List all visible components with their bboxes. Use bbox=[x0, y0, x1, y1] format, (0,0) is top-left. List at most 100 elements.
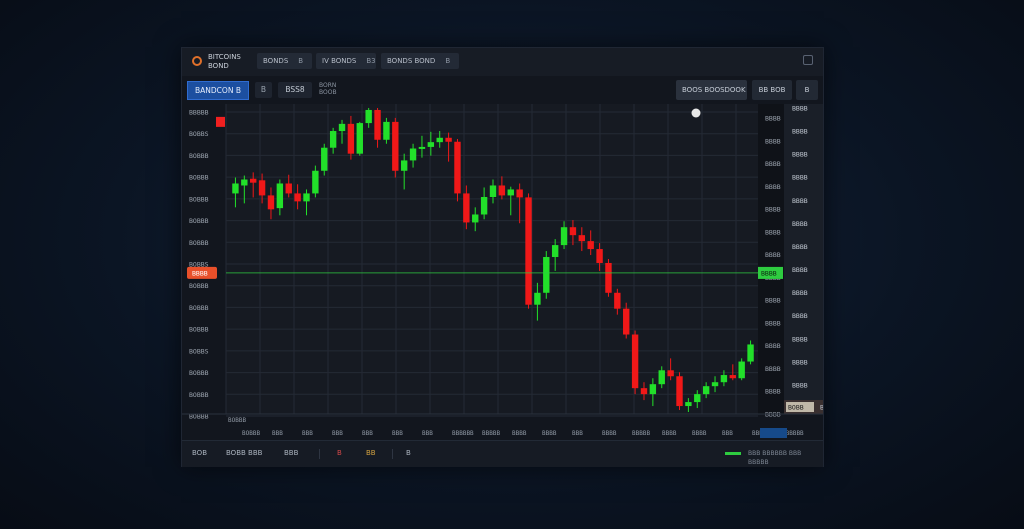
topbar-button-3-label: BONDS BOND bbox=[387, 57, 436, 65]
candle-down bbox=[374, 109, 381, 140]
app-logo-icon bbox=[192, 56, 202, 66]
topbar-button-3[interactable]: BONDS BOND B bbox=[381, 53, 459, 69]
x-tick-label: BBB bbox=[722, 430, 733, 437]
candle-down bbox=[454, 141, 461, 194]
candle-up bbox=[711, 382, 719, 387]
x-tick-label: BBB bbox=[332, 430, 343, 437]
crosshair-dot bbox=[691, 108, 701, 118]
app-title: BITCOINS BOND bbox=[208, 53, 241, 71]
x-axis-start-label: BOBBB bbox=[228, 417, 246, 424]
candle-up bbox=[658, 370, 665, 385]
y-tick-label-right-outer: BBBB bbox=[792, 335, 808, 343]
candle-up bbox=[649, 384, 657, 395]
y-tick-label-right-inner: BBBB bbox=[765, 228, 781, 236]
status-alert-icon[interactable]: B bbox=[337, 449, 342, 457]
window-maximize-icon[interactable] bbox=[803, 55, 813, 65]
candle-up bbox=[702, 386, 710, 395]
x-axis-current-time-tag bbox=[760, 428, 787, 438]
status-settings-icon[interactable]: B bbox=[406, 449, 411, 457]
y-tick-label-right-inner: BBBB bbox=[765, 115, 781, 123]
x-tick-label: BBBBB bbox=[482, 430, 500, 437]
topbar-button-3-sub: B bbox=[445, 57, 451, 65]
candle-up bbox=[338, 123, 346, 132]
y-tick-label-right-inner: BBBB bbox=[765, 251, 781, 259]
search-input[interactable]: BOOS BOOSDOOK bbox=[676, 80, 747, 100]
title-bar: BITCOINS BOND BONDS B IV BONDS B3 BONDS BO… bbox=[182, 48, 823, 76]
volume-label-2: BOOB bbox=[319, 89, 337, 96]
y-tick-label-right-inner: BBBB bbox=[765, 297, 781, 305]
candle-up bbox=[329, 131, 337, 148]
symbol-selector[interactable]: BANDCON B bbox=[187, 81, 249, 100]
x-tick-label: BBBB bbox=[692, 430, 707, 437]
price-box-label: BSS8 bbox=[285, 85, 305, 94]
y-tick-label-left: BOBBB bbox=[189, 217, 209, 225]
right-toolbar-button-1[interactable]: BB BOB bbox=[752, 80, 792, 100]
y-tick-label-left: BOBBS bbox=[189, 261, 209, 269]
candle-up bbox=[321, 147, 328, 171]
candle-up bbox=[738, 361, 745, 379]
x-tick-label: BBBB bbox=[662, 430, 677, 437]
topbar-button-2[interactable]: IV BONDS B3 bbox=[316, 53, 376, 69]
candle-up bbox=[383, 121, 390, 140]
topbar-button-2-label: IV BONDS bbox=[322, 57, 357, 65]
volume-label: BORN BOOB bbox=[319, 82, 337, 96]
y-tick-label-left: BOBBB bbox=[189, 152, 209, 160]
symbol-label: BANDCON bbox=[195, 86, 234, 95]
y-tick-label-right-inner: BBBB bbox=[765, 365, 781, 373]
y-tick-label-right-outer: BBBB bbox=[792, 128, 808, 136]
current-price-tag-left bbox=[187, 266, 217, 279]
candle-up bbox=[276, 183, 284, 209]
candle-up bbox=[400, 160, 408, 171]
candle-up bbox=[694, 394, 701, 403]
last-price-tag-inner bbox=[786, 402, 814, 412]
right-outer-axis bbox=[784, 104, 823, 414]
interval-button[interactable]: B bbox=[255, 82, 272, 98]
y-tick-label-right-outer: BBBB bbox=[792, 312, 808, 320]
right-inner-axis bbox=[758, 104, 784, 414]
status-warning-icon[interactable]: BB bbox=[366, 449, 376, 457]
current-price-label-left: BBBB bbox=[192, 269, 208, 277]
right-toolbar-button-1-b: BOB bbox=[770, 86, 786, 94]
candle-down bbox=[605, 262, 612, 293]
candle-down bbox=[623, 308, 630, 335]
y-tick-label-left: BOBBB bbox=[189, 369, 209, 377]
y-tick-label-right-inner: BBBB bbox=[765, 342, 781, 350]
candle-up bbox=[409, 148, 417, 161]
candle-up bbox=[303, 193, 310, 202]
candlestick-chart[interactable]: BBBBBBOBBSBOBBBBOBBBBOBBBBOBBBBOBBBBOBBS… bbox=[182, 48, 823, 440]
x-tick-label: BBBB bbox=[512, 430, 527, 437]
topbar-button-1[interactable]: BONDS B bbox=[257, 53, 312, 69]
y-tick-label-right-outer: BBBB bbox=[792, 174, 808, 182]
app-title-line-2: BOND bbox=[208, 62, 229, 70]
candle-down bbox=[498, 185, 506, 196]
y-tick-label-left: BOBBS bbox=[189, 347, 209, 355]
y-tick-label-right-outer: BBBB bbox=[792, 197, 808, 205]
candle-down bbox=[463, 193, 470, 223]
topbar-button-2-sub: B3 bbox=[366, 57, 376, 65]
candle-down bbox=[347, 123, 355, 154]
candle-up bbox=[472, 214, 479, 223]
price-box[interactable]: BSS8 bbox=[278, 82, 312, 98]
x-tick-label: BBB bbox=[272, 430, 283, 437]
right-toolbar-button-2[interactable]: B bbox=[796, 80, 818, 100]
status-text-2: BOBB BBB bbox=[226, 449, 263, 457]
y-tick-label-left: BOBBB bbox=[189, 391, 209, 399]
symbol-extra: B bbox=[235, 86, 241, 95]
interval-label: B bbox=[260, 85, 267, 94]
right-toolbar-button-1-a: BB bbox=[758, 86, 769, 94]
y-tick-label-right-inner: BBBB bbox=[765, 160, 781, 168]
candle-down bbox=[631, 334, 639, 389]
volume-label-1: BORN bbox=[319, 82, 337, 89]
candle-down bbox=[640, 388, 648, 395]
y-tick-label-right-outer: BBBB bbox=[792, 151, 808, 159]
x-tick-label: BBBBBB bbox=[782, 430, 804, 437]
candle-down bbox=[250, 178, 257, 183]
y-tick-label-right-inner: BBBB bbox=[765, 206, 781, 214]
candle-down bbox=[294, 193, 301, 202]
app-title-line-1: BITCOINS bbox=[208, 53, 241, 61]
candle-up bbox=[551, 245, 559, 258]
right-toolbar-button-2-label: B bbox=[804, 86, 810, 94]
candle-up bbox=[480, 197, 488, 215]
y-tick-label-right-outer: BBBB bbox=[792, 243, 808, 251]
candle-down bbox=[525, 197, 532, 305]
